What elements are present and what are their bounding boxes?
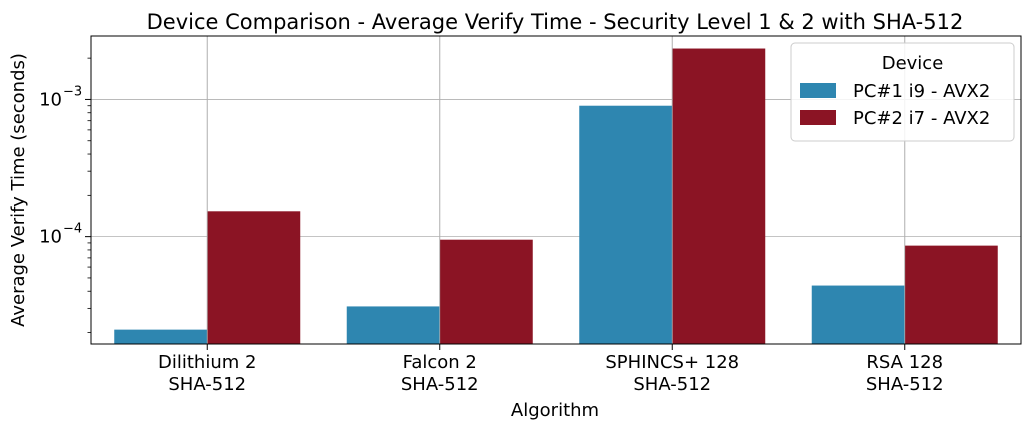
bar	[114, 329, 208, 344]
chart-title: Device Comparison - Average Verify Time …	[147, 10, 964, 34]
bar	[346, 306, 440, 344]
x-tick-label: Dilithium 2	[158, 352, 256, 373]
y-tick-label: 10	[39, 227, 62, 248]
y-axis-label: Average Verify Time (seconds)	[8, 53, 29, 327]
y-tick-label: 10	[39, 89, 62, 110]
legend-label: PC#1 i9 - AVX2	[853, 81, 990, 102]
bar	[904, 245, 998, 344]
x-tick-label: SPHINCS+ 128	[605, 352, 739, 373]
plot-frame	[90, 35, 1022, 345]
x-tick-label: RSA 128	[866, 352, 943, 373]
bar	[439, 239, 533, 344]
bar	[579, 105, 673, 344]
x-tick-label: SHA-512	[866, 374, 944, 395]
x-axis-label: Algorithm	[511, 400, 599, 421]
x-tick-label: SHA-512	[633, 374, 711, 395]
bars	[114, 48, 998, 345]
y-axis: 10−310−4	[39, 57, 91, 333]
y-tick-exponent: −3	[63, 84, 82, 99]
grid-overlay	[206, 36, 906, 344]
bar	[672, 48, 766, 345]
legend-box	[790, 42, 1015, 142]
legend: Device PC#1 i9 - AVX2 PC#2 i7 - AVX2	[790, 42, 1015, 142]
legend-swatch	[800, 110, 836, 125]
bar	[207, 211, 301, 344]
legend-title: Device	[882, 53, 944, 74]
bar	[811, 285, 905, 344]
legend-label: PC#2 i7 - AVX2	[853, 108, 990, 129]
legend-swatch	[800, 83, 836, 98]
x-tick-label: SHA-512	[401, 374, 479, 395]
x-tick-label: Falcon 2	[403, 352, 477, 373]
y-tick-exponent: −4	[63, 222, 82, 237]
x-tick-label: SHA-512	[168, 374, 246, 395]
